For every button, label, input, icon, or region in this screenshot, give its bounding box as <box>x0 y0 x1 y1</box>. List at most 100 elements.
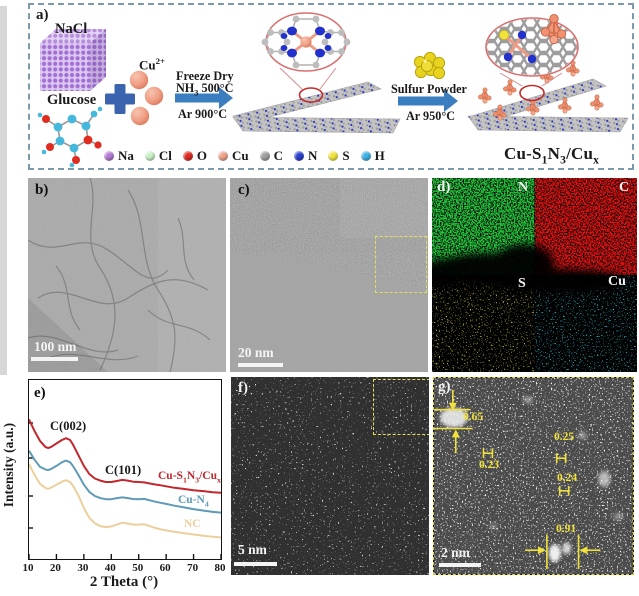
scalebar-b <box>31 357 78 361</box>
scalebar-f-text: 5 nm <box>238 542 267 557</box>
panel-b-tem: b) 100 nm <box>28 178 226 372</box>
legend-item-o: O <box>182 149 207 162</box>
panel-d-label: d) <box>437 179 451 195</box>
product-name: Cu-S1N3/Cux <box>504 144 600 167</box>
measurement-marks <box>434 389 601 570</box>
panel-g-atomic: g) 0.65 0.23 0.25 0.24 0.91 2 nm <box>433 377 634 575</box>
zoom-circle-1 <box>298 87 324 103</box>
panel-f-label: f) <box>238 380 248 396</box>
panel-c-label: c) <box>238 182 250 198</box>
measurement-023: 0.23 <box>479 459 500 471</box>
eds-grid <box>432 178 637 372</box>
x-tick: 30 <box>77 562 89 574</box>
measurement-091: 0.91 <box>556 523 577 535</box>
reaction-arrow-2 <box>398 90 458 112</box>
panel-a-label: a) <box>36 7 49 23</box>
peak-annotation-c002: C(002) <box>50 419 87 433</box>
scalebar-g-text: 2 nm <box>441 545 470 560</box>
zoom-circle-2 <box>519 84 545 102</box>
haadf-texture <box>231 377 429 575</box>
series-label-cun4: Cu-N4 <box>178 494 209 509</box>
scalebar-g <box>439 563 481 567</box>
scalebar-f <box>234 562 277 566</box>
map-label-cu: Cu <box>608 274 626 289</box>
measurement-065: 0.65 <box>463 411 484 423</box>
x-tick: 60 <box>159 562 171 574</box>
panel-d-eds-maps: d) N C S Cu <box>432 178 637 372</box>
plus-icon <box>105 84 135 114</box>
measurement-025: 0.25 <box>554 431 575 443</box>
step2-below: Ar 950°C <box>406 109 455 123</box>
scalebar-c-text: 20 nm <box>238 345 274 360</box>
nacl-crystal-icon <box>40 29 106 91</box>
series-label-cusn: Cu-S1N3/Cux <box>158 470 221 485</box>
x-axis-label: 2 Theta (°) <box>89 574 159 590</box>
legend-item-h: H <box>360 149 385 162</box>
legend-item-cu: Cu <box>218 149 249 162</box>
scalebar-c <box>238 363 283 367</box>
tem-texture <box>28 178 226 372</box>
x-tick: 40 <box>104 562 116 574</box>
x-tick: 80 <box>214 562 226 574</box>
sulfur-powder-icon <box>413 51 446 80</box>
step1-below: Ar 900°C <box>178 107 227 121</box>
copper-ions-icon <box>129 70 164 126</box>
y-axis-label: Intensity (a.u.) <box>1 422 16 508</box>
legend-item-n: N <box>294 149 317 162</box>
step1-line2: NH3 500°C <box>176 81 234 98</box>
panel-g-label: g) <box>438 379 451 395</box>
eds-map-s <box>432 275 535 372</box>
legend-item-na: Na <box>104 149 134 162</box>
legend-item-s: S <box>328 149 350 162</box>
cu-ion-label: Cu2+ <box>139 56 166 73</box>
map-label-s: S <box>518 276 526 291</box>
eds-dark-band <box>432 244 627 293</box>
panel-a-scheme: a) NaCl Glucose Cu2+ Freeze Dry NH3 500°… <box>28 3 634 170</box>
step2-line1: Sulfur Powder <box>391 82 467 96</box>
panel-e-xrd: Intensity (a.u.) e) C(002) C(101) Cu-S1N… <box>0 375 230 596</box>
panel-e-label: e) <box>34 385 46 401</box>
x-tick: 20 <box>49 562 61 574</box>
glucose-label: Glucose <box>47 92 97 108</box>
panel-f-haadf: f) 5 nm <box>231 377 429 575</box>
cun4-inset <box>261 12 351 72</box>
cl-color-dot <box>144 150 155 161</box>
graphene-sheets-product <box>467 60 629 133</box>
panel-c-hrtem: c) 20 nm <box>230 178 428 372</box>
scheme-artwork <box>37 12 629 168</box>
map-label-c: C <box>619 180 630 195</box>
h-color-dot <box>360 150 371 161</box>
xrd-plot-box <box>28 379 222 560</box>
step1-line1: Freeze Dry <box>176 69 234 83</box>
n-color-dot <box>294 150 305 161</box>
x-tick: 70 <box>187 562 199 574</box>
reaction-arrow-1 <box>175 87 233 109</box>
s-color-dot <box>328 150 339 161</box>
map-label-n: N <box>518 180 529 195</box>
panel-b-label: b) <box>35 182 49 198</box>
scalebar-b-text: 100 nm <box>34 339 77 354</box>
xrd-plot-lines <box>29 418 221 559</box>
legend-item-c: C <box>259 149 283 162</box>
page-edge-strip <box>0 6 7 590</box>
peak-annotation-c101: C(101) <box>105 463 142 477</box>
atom-legend: Na Cl O Cu C N S H <box>104 149 385 162</box>
measurement-024: 0.24 <box>557 472 578 484</box>
roi-box-c <box>375 236 427 293</box>
glucose-molecule-icon <box>37 106 103 168</box>
o-color-dot <box>182 150 193 161</box>
c-color-dot <box>259 150 270 161</box>
x-tick: 10 <box>22 562 34 574</box>
hrtem-texture <box>230 178 428 372</box>
series-label-nc: NC <box>184 518 201 530</box>
legend-item-cl: Cl <box>144 149 172 162</box>
eds-map-c <box>534 178 637 275</box>
atomic-texture <box>434 378 633 574</box>
nacl-label: NaCl <box>55 21 88 37</box>
cusn-inset <box>485 13 579 77</box>
na-color-dot <box>104 150 114 161</box>
x-tick-labels: 10 20 30 40 50 60 70 80 <box>23 562 226 575</box>
roi-box-f <box>373 379 429 435</box>
x-tick: 50 <box>132 562 144 574</box>
